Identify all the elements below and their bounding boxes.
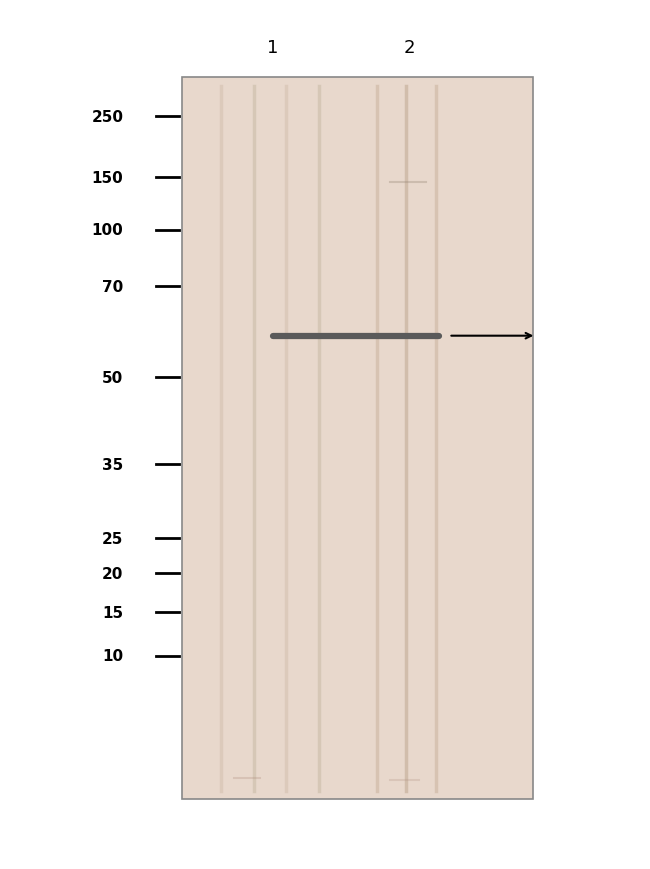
Text: 2: 2: [404, 39, 415, 56]
FancyBboxPatch shape: [182, 78, 533, 799]
Text: 250: 250: [92, 109, 124, 125]
Text: 15: 15: [103, 605, 124, 620]
Text: 35: 35: [102, 457, 124, 473]
Text: 10: 10: [103, 648, 124, 664]
Text: 20: 20: [102, 566, 124, 581]
Text: 70: 70: [102, 279, 124, 295]
Text: 1: 1: [267, 39, 279, 56]
Text: 50: 50: [102, 370, 124, 386]
Text: 100: 100: [92, 222, 124, 238]
Text: 25: 25: [102, 531, 124, 547]
Text: 150: 150: [92, 170, 124, 186]
